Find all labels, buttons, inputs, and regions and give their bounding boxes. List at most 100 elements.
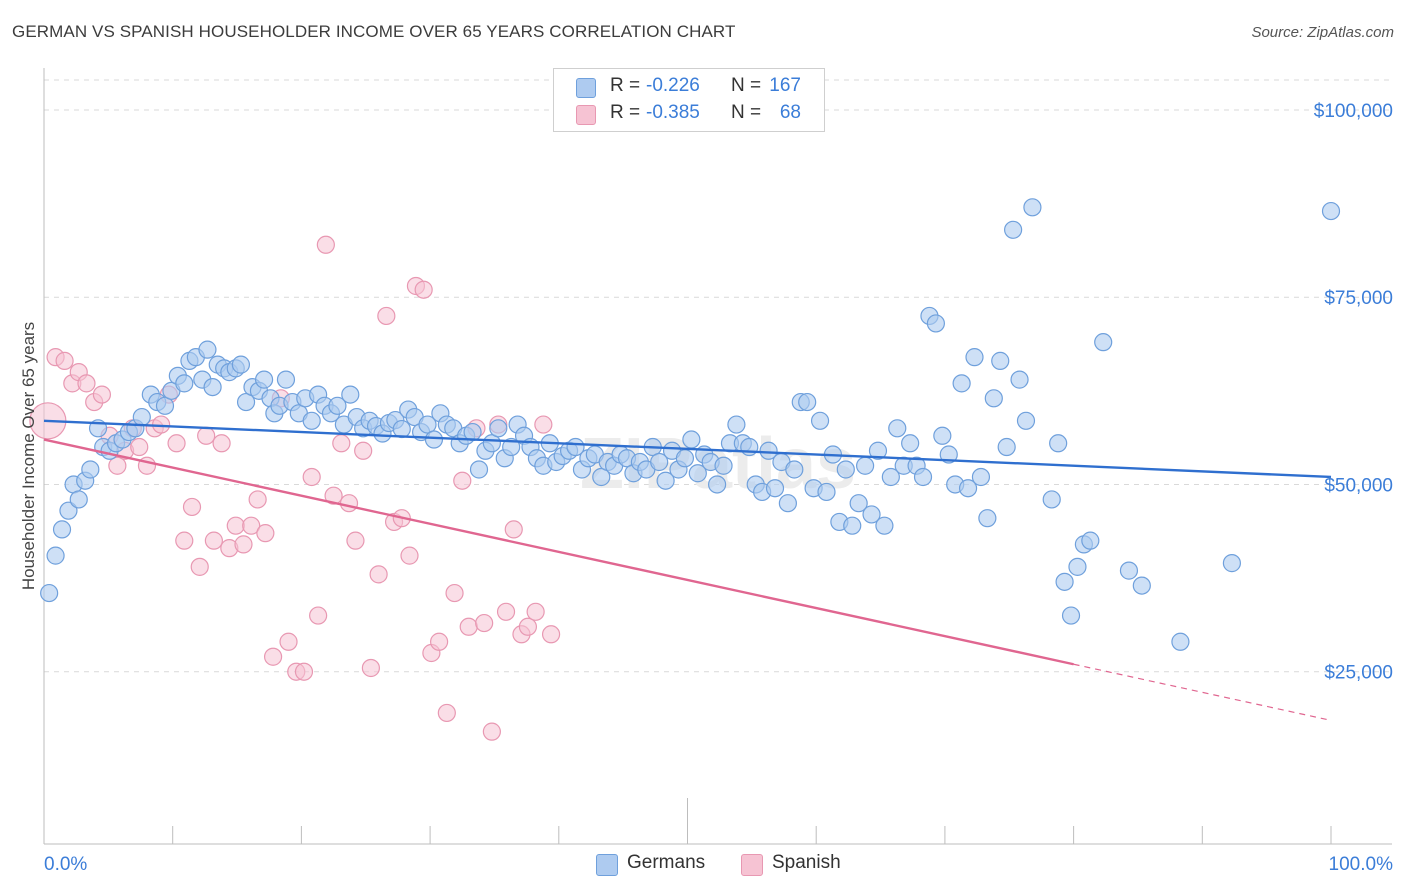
germans-point	[502, 437, 521, 457]
germans-point	[1222, 554, 1242, 573]
spanish-point	[197, 426, 216, 445]
grid-lines	[44, 79, 1392, 673]
germans-point	[463, 422, 482, 442]
germans-swatch	[576, 78, 596, 98]
spanish-point	[526, 602, 545, 621]
germans-point	[656, 471, 675, 490]
legend-r-value: -0.385	[646, 102, 700, 123]
series-legend: Germans Spanish	[596, 851, 896, 877]
spanish-point	[430, 632, 449, 651]
germans-point	[418, 415, 437, 434]
spanish-point	[475, 613, 494, 633]
spanish-point	[302, 467, 321, 487]
germans-point	[991, 351, 1010, 370]
spanish-series	[29, 235, 561, 741]
germans-point	[81, 460, 100, 479]
legend-n-label: N =	[731, 102, 762, 123]
x-tick-label: 0.0%	[44, 854, 87, 875]
germans-point	[1321, 201, 1341, 221]
spanish-point	[182, 497, 202, 517]
trend-lines	[43, 419, 1332, 721]
germans-point	[984, 389, 1003, 408]
germans-point	[1061, 606, 1081, 625]
chart-title: GERMAN VS SPANISH HOUSEHOLDER INCOME OVE…	[12, 22, 736, 41]
germans-point	[868, 441, 888, 460]
y-tick-labels: $25,000 $50,000 $75,000 $100,000	[1314, 101, 1393, 684]
germans-point	[1004, 220, 1023, 239]
germans-point	[926, 314, 945, 333]
spanish-point	[279, 632, 298, 651]
germans-point	[69, 490, 88, 509]
germans-point	[1068, 557, 1087, 576]
germans-point	[881, 467, 900, 487]
spanish-legend-label: Spanish	[772, 852, 841, 873]
germans-point	[965, 348, 984, 367]
germans-point	[862, 505, 881, 524]
germans-point	[231, 355, 251, 374]
spanish-point	[354, 441, 373, 460]
axes	[43, 68, 1392, 845]
spanish-point	[309, 606, 328, 625]
spanish-point	[504, 520, 523, 539]
legend-row-spanish: R = -0.385 N = 68	[554, 102, 824, 128]
spanish-point	[414, 280, 433, 299]
germans-point	[1094, 333, 1113, 352]
x-tick-marks	[43, 798, 1332, 844]
spanish-point	[234, 535, 253, 554]
germans-point	[778, 494, 797, 513]
spanish-point	[175, 531, 194, 550]
germans-point	[1055, 572, 1074, 591]
germans-point	[302, 411, 321, 430]
legend-n-value: 68	[779, 102, 801, 123]
y-tick-label: $75,000	[1324, 288, 1393, 309]
spanish-point	[108, 456, 127, 475]
germans-point	[424, 430, 444, 449]
germans-point	[708, 475, 727, 494]
germans-point	[155, 396, 175, 415]
germans-point	[913, 467, 933, 487]
y-tick-label: $50,000	[1324, 475, 1393, 496]
spanish-point	[437, 703, 456, 723]
spanish-point	[377, 306, 396, 326]
spanish-trend-line	[43, 438, 1074, 666]
germans-point	[1042, 490, 1061, 509]
spanish-point	[339, 494, 359, 513]
y-axis-label: Householder Income Over 65 years	[19, 322, 38, 590]
spanish-point	[459, 617, 478, 636]
germans-point	[236, 392, 256, 412]
spanish-point	[248, 490, 267, 509]
germans-point	[198, 340, 217, 359]
germans-point	[901, 434, 920, 453]
spanish-point	[346, 531, 365, 550]
spanish-point	[332, 434, 351, 453]
spanish-point	[445, 583, 464, 603]
germans-point	[978, 509, 997, 528]
germans-point	[46, 546, 65, 565]
spanish-point	[400, 546, 419, 565]
germans-point	[1016, 411, 1036, 430]
spanish-legend-swatch	[741, 854, 763, 876]
germans-point	[727, 415, 746, 434]
spanish-point	[204, 531, 223, 550]
y-tick-label: $25,000	[1324, 663, 1393, 684]
germans-point	[59, 501, 78, 520]
spanish-point	[92, 385, 112, 404]
germans-point	[971, 467, 991, 487]
spanish-trend-extension	[1073, 663, 1332, 721]
germans-point	[856, 456, 875, 475]
germans-point	[341, 385, 360, 404]
germans-point	[328, 396, 347, 415]
spanish-point	[518, 617, 538, 636]
x-tick-label: 100.0%	[1329, 854, 1394, 875]
germans-point	[52, 520, 72, 539]
germans-point	[798, 392, 817, 412]
correlation-legend: R = -0.226 N = 167 R = -0.385 N = 68	[553, 68, 825, 132]
y-tick-label: $100,000	[1314, 101, 1393, 122]
germans-point	[939, 445, 958, 464]
germans-point	[469, 460, 489, 479]
germans-point	[836, 460, 855, 479]
germans-legend-label: Germans	[627, 852, 706, 873]
germans-point	[675, 449, 695, 468]
spanish-swatch	[576, 105, 596, 125]
germans-point	[759, 441, 778, 460]
